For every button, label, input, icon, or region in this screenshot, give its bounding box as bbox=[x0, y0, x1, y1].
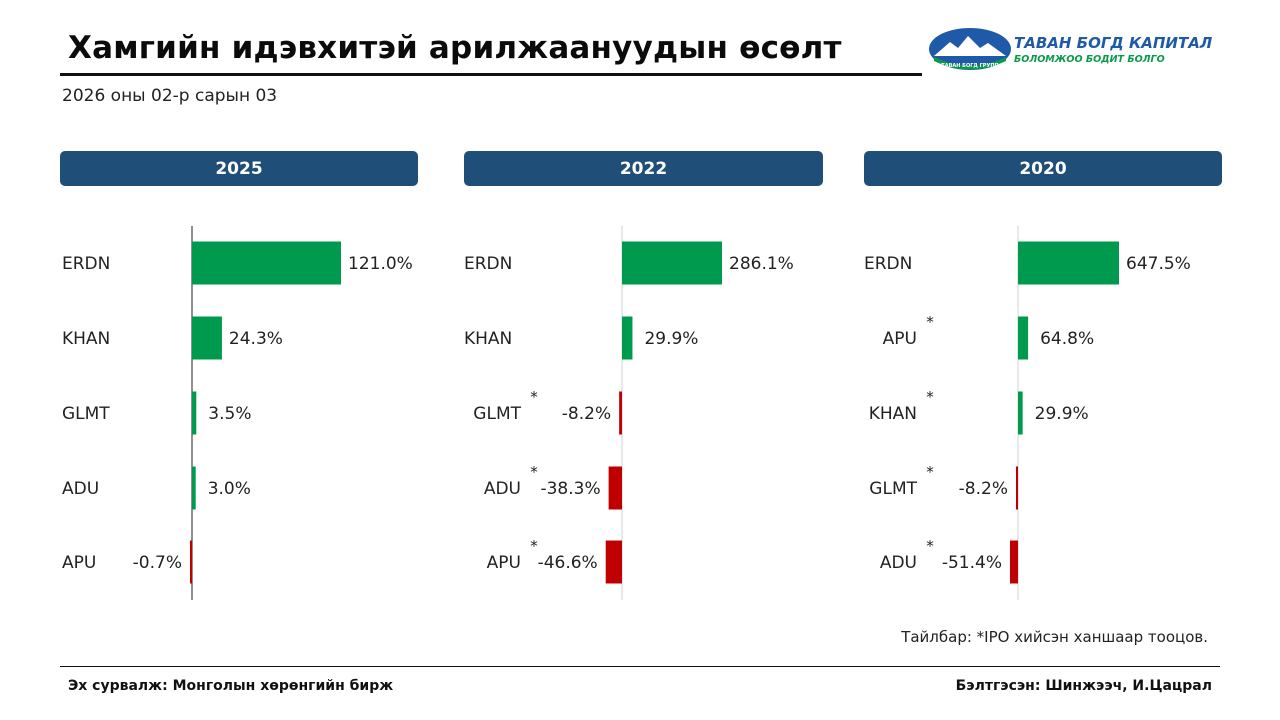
bar-glmt bbox=[192, 391, 197, 435]
category-label: GLMT bbox=[62, 404, 110, 424]
footer-divider bbox=[60, 666, 1220, 667]
data-label: -46.6% bbox=[538, 553, 598, 573]
data-label: -8.2% bbox=[959, 479, 1008, 499]
category-label: ERDN bbox=[864, 254, 912, 274]
category-label: ERDN bbox=[62, 254, 110, 274]
category-label: APU bbox=[487, 553, 521, 573]
logo-group-text: ТАВАН БОГД ГРУПП bbox=[941, 63, 998, 69]
data-label: -8.2% bbox=[562, 404, 611, 424]
category-label: ADU bbox=[62, 479, 99, 499]
bar-adu bbox=[192, 466, 196, 510]
bar-chart-2025: ERDN 121.0% KHAN 24.3% GLMT 3.5% ADU 3.0% APU -0.… bbox=[62, 226, 413, 600]
ipo-asterisk: * bbox=[530, 463, 538, 481]
category-label: KHAN bbox=[464, 329, 512, 349]
data-label: -51.4% bbox=[942, 553, 1002, 573]
bar-erdn bbox=[1018, 241, 1119, 285]
bar-apu bbox=[1018, 316, 1029, 360]
ipo-asterisk: * bbox=[926, 537, 934, 555]
category-label: KHAN bbox=[62, 329, 110, 349]
bar-adu bbox=[1009, 540, 1018, 584]
data-label: 24.3% bbox=[229, 329, 283, 349]
page-title: Хамгийн идэвхитэй арилжаануудын өсөлт bbox=[68, 30, 842, 66]
bar-erdn bbox=[622, 241, 722, 285]
bar-adu bbox=[608, 466, 622, 510]
logo-tagline: БОЛОМЖОО БОДИТ БОЛГО bbox=[1014, 54, 1165, 65]
category-label: GLMT bbox=[473, 404, 521, 424]
category-label: ADU bbox=[880, 553, 917, 573]
bar-khan bbox=[1018, 391, 1023, 435]
company-logo: ТАВАН БОГД ГРУПП ТАВАН БОГД КАПИТАЛ БОЛО… bbox=[929, 28, 1213, 70]
data-label: 29.9% bbox=[1035, 404, 1089, 424]
data-label: 121.0% bbox=[348, 254, 413, 274]
bar-khan bbox=[192, 316, 222, 360]
category-label: ERDN bbox=[464, 254, 512, 274]
report-date: 2026 оны 02-р сарын 03 bbox=[62, 86, 278, 106]
ipo-asterisk: * bbox=[530, 537, 538, 555]
bar-glmt bbox=[1016, 466, 1018, 510]
panel-header-2025: 2025 bbox=[60, 151, 418, 186]
data-label: -38.3% bbox=[540, 479, 600, 499]
data-label: 64.8% bbox=[1040, 329, 1094, 349]
bar-chart-2020: ERDN 647.5% APU * 64.8% KHAN * 29.9% GLMT * -8.2% A… bbox=[864, 226, 1191, 600]
bar-chart-2022: ERDN 286.1%KHAN 29.9%GLMT*-8.2%ADU*-38.3%A… bbox=[464, 226, 794, 600]
ipo-asterisk: * bbox=[926, 388, 934, 406]
bar-glmt bbox=[619, 391, 622, 435]
ipo-asterisk: * bbox=[926, 463, 934, 481]
data-label: -0.7% bbox=[133, 553, 182, 573]
category-label: APU bbox=[883, 329, 917, 349]
ipo-asterisk: * bbox=[926, 313, 934, 331]
panel-header-2022: 2022 bbox=[464, 151, 823, 186]
data-label: 3.0% bbox=[208, 479, 251, 499]
category-label: ADU bbox=[484, 479, 521, 499]
author-text: Бэлтгэсэн: Шинжээч, И.Цацрал bbox=[955, 678, 1212, 694]
logo-green-band bbox=[934, 57, 1006, 70]
panel-header-2020: 2020 bbox=[864, 151, 1222, 186]
data-label: 647.5% bbox=[1126, 254, 1191, 274]
bar-apu bbox=[190, 540, 192, 584]
bar-erdn bbox=[192, 241, 341, 285]
title-underline bbox=[60, 73, 922, 76]
data-label: 3.5% bbox=[208, 404, 251, 424]
category-label: GLMT bbox=[869, 479, 917, 499]
source-text: Эх сурвалж: Монголын хөрөнгийн бирж bbox=[68, 678, 394, 694]
logo-name: ТАВАН БОГД КАПИТАЛ bbox=[1014, 34, 1213, 52]
data-label: 29.9% bbox=[644, 329, 698, 349]
ipo-footnote: Тайлбар: *IPO хийсэн ханшаар тооцов. bbox=[901, 628, 1208, 646]
bar-khan bbox=[622, 316, 633, 360]
category-label: APU bbox=[62, 553, 96, 573]
ipo-asterisk: * bbox=[530, 388, 538, 406]
category-label: KHAN bbox=[869, 404, 917, 424]
bar-apu bbox=[605, 540, 622, 584]
mountain-icon bbox=[934, 36, 1006, 56]
data-label: 286.1% bbox=[729, 254, 794, 274]
